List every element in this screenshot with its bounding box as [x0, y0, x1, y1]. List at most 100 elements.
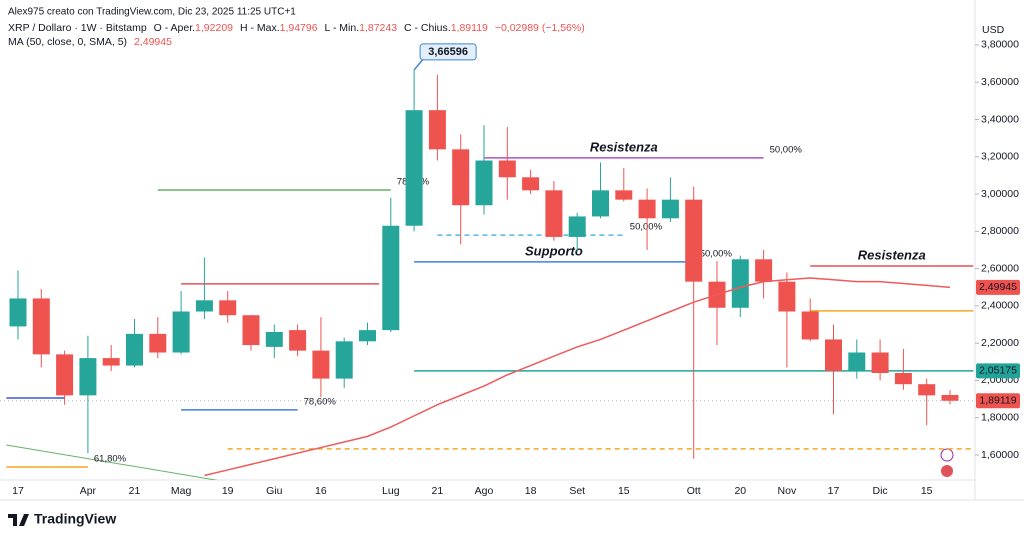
indicator: MA (50, close, 0, SMA, 5)	[8, 36, 127, 48]
price-label: 2,49945	[979, 281, 1017, 293]
x-tick-label: 17	[828, 485, 840, 497]
x-tick-label: 20	[734, 485, 746, 497]
candle-body	[219, 300, 237, 316]
candle-body	[848, 352, 866, 372]
candle-body	[172, 311, 190, 353]
y-tick-label: 2,60000	[981, 262, 1019, 274]
low-value: 1,87243	[359, 22, 397, 34]
candle-body	[825, 339, 842, 372]
candle-body	[592, 190, 609, 217]
logo: TradingView	[8, 511, 116, 527]
high-name: H - Max.	[240, 22, 280, 34]
x-tick-label: Ott	[687, 485, 701, 497]
change: −0,02989 (−1,56%)	[495, 22, 585, 34]
price-label-box	[976, 393, 1020, 409]
x-tick-label: Ago	[475, 485, 494, 497]
y-tick-label: 3,60000	[981, 76, 1019, 88]
candle-body	[568, 216, 586, 237]
price-label: 2,05175	[979, 365, 1017, 377]
candle-body	[126, 333, 143, 366]
x-tick-label: 21	[432, 485, 444, 497]
level-text: Supporto	[525, 243, 583, 258]
y-tick-label: 1,80000	[981, 412, 1019, 424]
candle-body	[405, 110, 423, 226]
x-tick-label: Lug	[382, 485, 400, 497]
logo-icon	[8, 514, 29, 526]
plot: 78,60% 50,00% Resistenza 50,00% 50,00% Suppor…	[0, 69, 975, 480]
candle-body	[195, 300, 213, 312]
candle-body	[731, 259, 749, 308]
level-text: Resistenza	[858, 247, 926, 262]
close-name: C - Chius.	[404, 22, 451, 34]
candle-body	[755, 259, 773, 282]
ma-line	[204, 277, 951, 477]
x-tick-label: 16	[315, 485, 327, 497]
callout-box	[419, 43, 477, 61]
level-label: 50,00%	[770, 144, 803, 155]
x-tick-label: 19	[222, 485, 234, 497]
y-tick-label: 2,80000	[981, 225, 1019, 237]
candle-body	[615, 190, 633, 200]
x-tick-label: Dic	[873, 485, 888, 497]
low-name: L - Min.	[325, 22, 360, 34]
logo-text: TradingView	[34, 511, 116, 527]
y-tick-label: 3,00000	[981, 188, 1019, 200]
candle-body	[79, 358, 97, 396]
indicator-value: 2,49945	[134, 36, 172, 48]
y-tick-label: 1,60000	[981, 449, 1019, 461]
candle-body	[242, 315, 260, 346]
high-value: 1,94796	[280, 22, 318, 34]
candle-body	[428, 110, 446, 150]
alert-icon	[940, 448, 954, 462]
x-tick-label: Set	[569, 485, 585, 497]
y-tick-label: 2,40000	[981, 300, 1019, 312]
candle-body	[661, 199, 679, 219]
x-tick-label: Apr	[80, 485, 97, 497]
candle-body	[871, 352, 889, 374]
x-tick-label: Nov	[778, 485, 797, 497]
candle-body	[475, 160, 493, 206]
candle-body	[801, 311, 819, 340]
x-tick-label: 17	[12, 485, 24, 497]
x-tick-label: Mag	[171, 485, 192, 497]
open-name: O - Aper.	[154, 22, 195, 34]
level-label: 50,00%	[630, 222, 663, 233]
candle-body	[522, 177, 540, 191]
price-label-box	[976, 279, 1020, 295]
legend-ma: MA (50, close, 0, SMA, 5) 2,49945	[8, 36, 172, 48]
candle-body	[778, 281, 796, 312]
price-label-box	[976, 363, 1020, 379]
callout-label: 3,66596	[428, 46, 468, 58]
y-tick-label: 2,20000	[981, 337, 1019, 349]
candle-body	[545, 190, 563, 237]
symbol: XRP / Dollaro · 1W · Bitstamp	[8, 22, 147, 34]
trendline	[6, 444, 219, 480]
candle-body	[312, 350, 330, 379]
x-tick-label: Giu	[266, 485, 283, 497]
y-axis-label: USD	[982, 24, 1005, 36]
credit: Alex975 creato con TradingView.com, Dic …	[8, 7, 296, 18]
level-label: 78,60%	[304, 396, 337, 407]
y-tick-label: 3,40000	[981, 113, 1019, 125]
x-tick-label: 18	[525, 485, 537, 497]
candle-body	[32, 298, 50, 355]
y-tick-label: 3,80000	[981, 39, 1019, 51]
candle-body	[9, 298, 27, 327]
open-value: 1,92209	[195, 22, 233, 34]
candle-body	[289, 330, 307, 351]
level-label: 61,80%	[94, 453, 127, 464]
candle-body	[685, 199, 703, 282]
x-tick-label: 15	[618, 485, 630, 497]
flag-icon	[941, 465, 953, 477]
candle-body	[498, 160, 516, 178]
candle-body	[382, 225, 400, 331]
candle-body	[941, 394, 959, 401]
price-label: 1,89119	[979, 395, 1016, 407]
candle-body	[149, 333, 167, 353]
close-value: 1,89119	[451, 22, 488, 34]
candle-body	[102, 358, 120, 366]
candle-body	[638, 199, 656, 219]
y-tick-label: 3,20000	[981, 151, 1019, 163]
candle-body	[918, 384, 936, 396]
